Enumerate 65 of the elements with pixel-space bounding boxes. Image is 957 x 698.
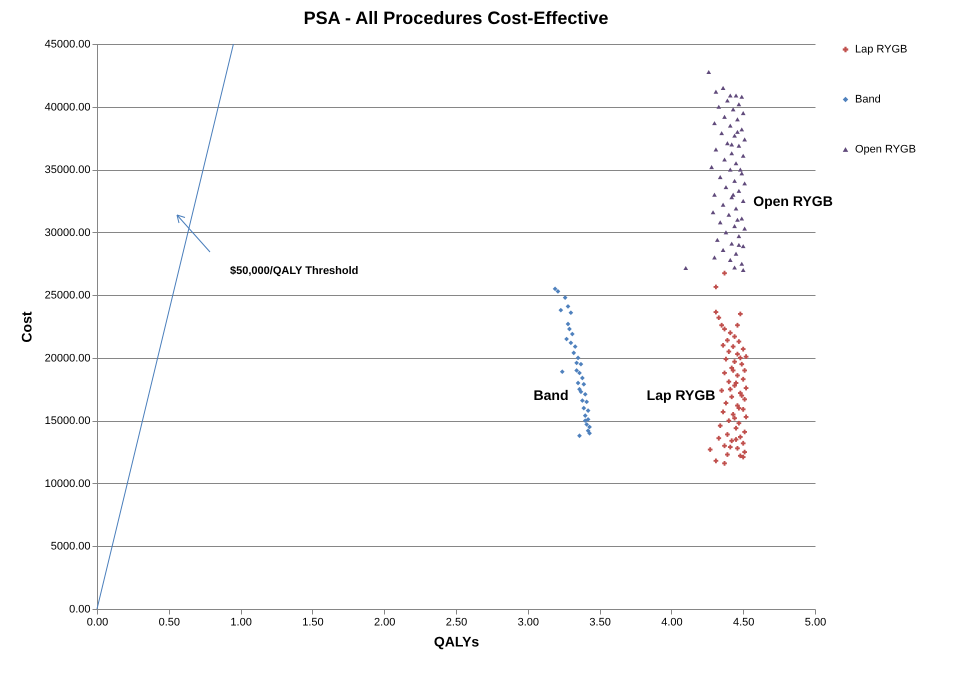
point bbox=[577, 370, 582, 376]
y-tick-label: 0.00 bbox=[69, 604, 90, 616]
point bbox=[584, 399, 590, 404]
y-tick-label: 45000.00 bbox=[44, 38, 90, 50]
chart-title: PSA - All Procedures Cost-Effective bbox=[304, 8, 608, 28]
x-tick-label: 2.00 bbox=[374, 616, 396, 628]
point bbox=[574, 360, 579, 366]
x-axis-title: QALYs bbox=[434, 634, 480, 650]
point bbox=[586, 408, 590, 413]
point bbox=[587, 424, 592, 430]
x-tick-label: 3.00 bbox=[518, 616, 540, 628]
annotation: Open RYGB bbox=[753, 193, 833, 209]
point bbox=[568, 310, 574, 316]
point bbox=[580, 398, 585, 403]
point bbox=[577, 386, 582, 392]
point bbox=[574, 368, 579, 373]
x-tick-label: 5.00 bbox=[804, 616, 826, 628]
point bbox=[582, 418, 588, 424]
annotation: $50,000/QALY Threshold bbox=[230, 265, 358, 277]
x-tick-label: 0.00 bbox=[86, 616, 108, 628]
point bbox=[572, 344, 578, 349]
point bbox=[558, 308, 564, 313]
y-tick-label: 20000.00 bbox=[44, 352, 90, 364]
x-tick-label: 0.50 bbox=[158, 616, 180, 628]
y-axis-title: Cost bbox=[18, 311, 35, 343]
y-tick-label: 35000.00 bbox=[44, 164, 90, 176]
point bbox=[584, 422, 590, 427]
point bbox=[576, 380, 580, 386]
point bbox=[566, 322, 570, 326]
point bbox=[556, 289, 560, 294]
x-tick-label: 1.50 bbox=[302, 616, 324, 628]
y-tick-label: 5000.00 bbox=[50, 540, 90, 553]
x-tick-label: 1.00 bbox=[230, 616, 252, 628]
point bbox=[568, 340, 574, 346]
point bbox=[564, 336, 569, 342]
point bbox=[582, 413, 588, 418]
point bbox=[581, 382, 586, 387]
annotation: Lap RYGB bbox=[646, 387, 716, 403]
y-tick-label: 30000.00 bbox=[44, 226, 90, 239]
y-tick-label: 40000.00 bbox=[44, 101, 90, 114]
point bbox=[577, 433, 582, 438]
x-tick-label: 4.50 bbox=[732, 616, 754, 628]
y-tick-label: 10000.00 bbox=[44, 478, 90, 490]
legend-label: Open RYGB bbox=[855, 144, 916, 156]
x-tick-label: 3.50 bbox=[589, 616, 611, 628]
x-tick-label: 4.00 bbox=[661, 616, 683, 628]
point bbox=[562, 295, 568, 300]
point bbox=[578, 362, 584, 367]
x-tick-label: 2.50 bbox=[446, 616, 468, 628]
legend-label: Lap RYGB bbox=[855, 44, 908, 56]
point bbox=[582, 392, 588, 397]
annotation: Band bbox=[534, 387, 568, 403]
y-tick-label: 15000.00 bbox=[44, 415, 90, 428]
point bbox=[571, 350, 576, 356]
point bbox=[580, 376, 585, 380]
point bbox=[560, 369, 565, 374]
point bbox=[581, 406, 586, 410]
legend-label: Band bbox=[855, 94, 881, 106]
point bbox=[576, 356, 580, 360]
point bbox=[567, 326, 572, 332]
point bbox=[587, 430, 592, 436]
y-tick-label: 25000.00 bbox=[44, 290, 90, 302]
point bbox=[570, 332, 575, 336]
point bbox=[566, 304, 570, 309]
point bbox=[552, 286, 558, 292]
